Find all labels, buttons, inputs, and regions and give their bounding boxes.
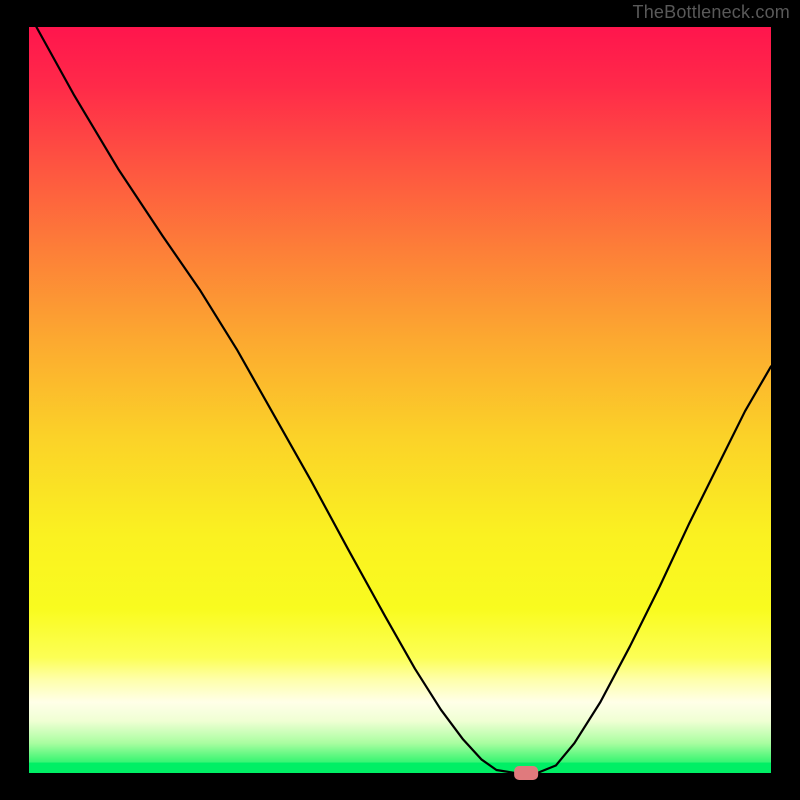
chart-bottom-strip — [29, 763, 771, 773]
chart-background-gradient — [29, 27, 771, 773]
bottleneck-marker — [514, 766, 538, 780]
watermark-text: TheBottleneck.com — [633, 2, 790, 23]
bottleneck-chart — [0, 0, 800, 800]
